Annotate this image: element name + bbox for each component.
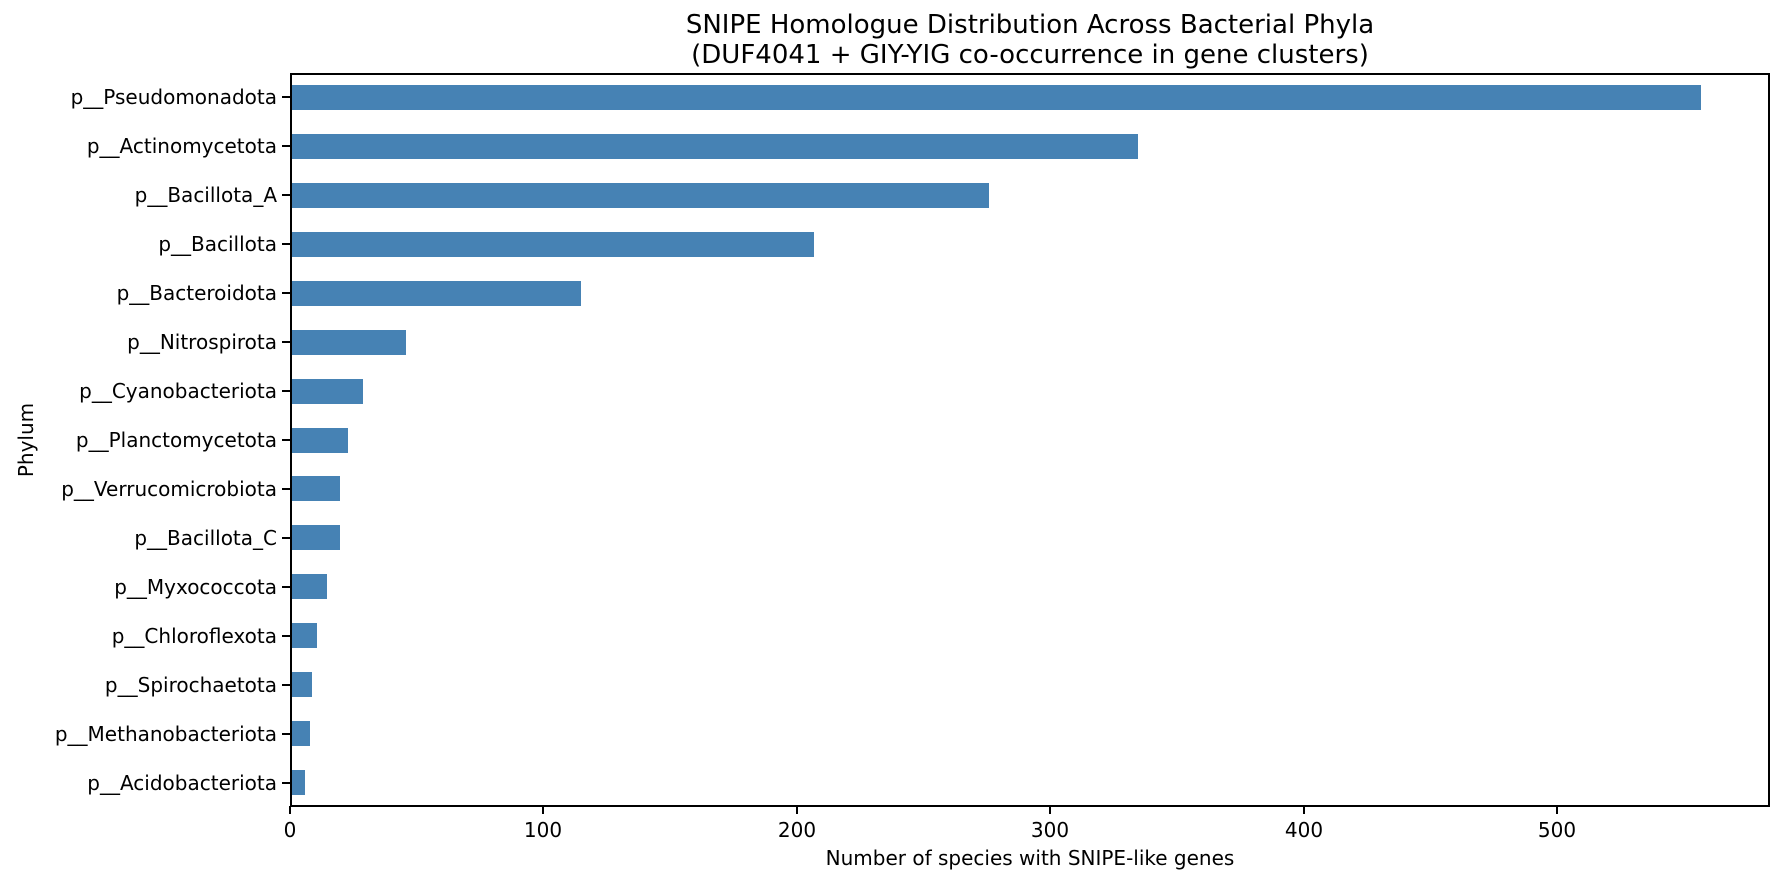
y-tick xyxy=(282,488,290,490)
y-tick-label: p__Nitrospirota xyxy=(127,330,277,354)
y-tick xyxy=(282,586,290,588)
bar xyxy=(292,330,406,355)
y-tick-label: p__Bacillota_C xyxy=(134,526,277,550)
x-tick-label: 100 xyxy=(523,818,563,842)
y-tick xyxy=(282,292,290,294)
bar xyxy=(292,525,340,550)
x-tick-label: 300 xyxy=(1030,818,1070,842)
y-tick-label: p__Bacteroidota xyxy=(116,281,277,305)
x-tick xyxy=(289,806,291,814)
bar xyxy=(292,85,1701,110)
bar xyxy=(292,672,312,697)
bar xyxy=(292,574,327,599)
x-tick xyxy=(1303,806,1305,814)
bar xyxy=(292,721,310,746)
bar xyxy=(292,134,1138,159)
y-tick xyxy=(282,733,290,735)
y-tick-label: p__Actinomycetota xyxy=(86,134,277,158)
bar xyxy=(292,428,348,453)
y-tick-label: p__Bacillota_A xyxy=(134,183,277,207)
bar xyxy=(292,183,989,208)
y-tick-label: p__Acidobacteriota xyxy=(87,771,277,795)
y-tick xyxy=(282,341,290,343)
y-tick xyxy=(282,537,290,539)
y-tick-label: p__Spirochaetota xyxy=(104,673,277,697)
y-tick xyxy=(282,390,290,392)
bar xyxy=(292,476,340,501)
y-tick xyxy=(282,439,290,441)
y-tick-label: p__Pseudomonadota xyxy=(70,85,277,109)
x-axis-title: Number of species with SNIPE-like genes xyxy=(825,846,1235,870)
x-tick-label: 500 xyxy=(1537,818,1577,842)
bar xyxy=(292,232,814,257)
y-tick-label: p__Planctomycetota xyxy=(75,428,277,452)
x-tick-label: 0 xyxy=(283,818,297,842)
y-tick-label: p__Verrucomicrobiota xyxy=(61,477,277,501)
y-tick xyxy=(282,243,290,245)
y-tick xyxy=(282,635,290,637)
bar xyxy=(292,770,305,795)
bar xyxy=(292,623,317,648)
chart-title: SNIPE Homologue Distribution Across Bact… xyxy=(685,10,1375,70)
bar xyxy=(292,281,581,306)
y-tick xyxy=(282,145,290,147)
x-tick xyxy=(796,806,798,814)
x-tick xyxy=(1049,806,1051,814)
x-tick-label: 200 xyxy=(777,818,817,842)
x-tick xyxy=(1556,806,1558,814)
x-tick-label: 400 xyxy=(1284,818,1324,842)
y-tick-label: p__Myxococcota xyxy=(114,575,277,599)
plot-area xyxy=(290,73,1770,807)
y-tick xyxy=(282,684,290,686)
y-tick xyxy=(282,782,290,784)
y-tick-label: p__Bacillota xyxy=(158,232,277,256)
y-tick xyxy=(282,194,290,196)
y-tick-label: p__Chloroflexota xyxy=(111,624,277,648)
bar xyxy=(292,379,363,404)
y-tick-label: p__Methanobacteriota xyxy=(54,722,277,746)
y-tick xyxy=(282,96,290,98)
y-tick-label: p__Cyanobacteriota xyxy=(79,379,277,403)
x-tick xyxy=(542,806,544,814)
